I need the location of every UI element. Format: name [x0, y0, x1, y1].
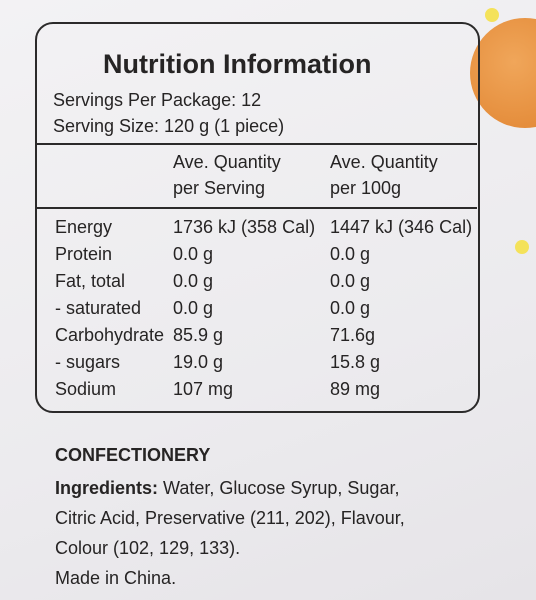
ingredients-line: Colour (102, 129, 133). [55, 538, 241, 558]
servings: Servings Per Package: 12 [53, 90, 262, 110]
cell: 1447 kJ (346 Cal) [330, 217, 473, 237]
cell: 15.8 g [330, 352, 381, 372]
cell: 89 mg [330, 379, 381, 399]
row-label: Sodium [55, 379, 117, 399]
row-label: - sugars [55, 352, 121, 372]
ingredients-label: Ingredients: [55, 478, 159, 498]
cell: 0.0 g [173, 271, 214, 291]
cell: 71.6g [330, 325, 376, 345]
yellow-dot [515, 240, 529, 254]
cell: 0.0 g [330, 244, 371, 264]
cell: 19.0 g [173, 352, 224, 372]
column-header: Ave. Quantity [330, 152, 438, 172]
divider [36, 207, 477, 209]
nutrition-box [35, 22, 480, 413]
row-label: Protein [55, 244, 113, 264]
cell: 0.0 g [173, 298, 214, 318]
cell: 0.0 g [173, 244, 214, 264]
column-header: per Serving [173, 178, 266, 198]
yellow-dot [485, 8, 499, 22]
ingredients-line: Citric Acid, Preservative (211, 202), Fl… [55, 508, 405, 528]
cell: 85.9 g [173, 325, 224, 345]
cell: 1736 kJ (358 Cal) [173, 217, 316, 237]
cell: 0.0 g [330, 298, 371, 318]
cell: 107 mg [173, 379, 234, 399]
title: Nutrition Information [103, 49, 372, 79]
row-label: Fat, total [55, 271, 126, 291]
column-header: Ave. Quantity [173, 152, 281, 172]
row-label: Energy [55, 217, 113, 237]
column-header: per 100g [330, 178, 402, 198]
row-label: - saturated [55, 298, 142, 318]
origin: Made in China. [55, 568, 177, 588]
cell: 0.0 g [330, 271, 371, 291]
row-label: Carbohydrate [55, 325, 165, 345]
divider [36, 143, 477, 145]
ingredients-line: Water, Glucose Syrup, Sugar, [163, 478, 400, 498]
serving-size: Serving Size: 120 g (1 piece) [53, 116, 285, 136]
category: CONFECTIONERY [55, 445, 211, 465]
